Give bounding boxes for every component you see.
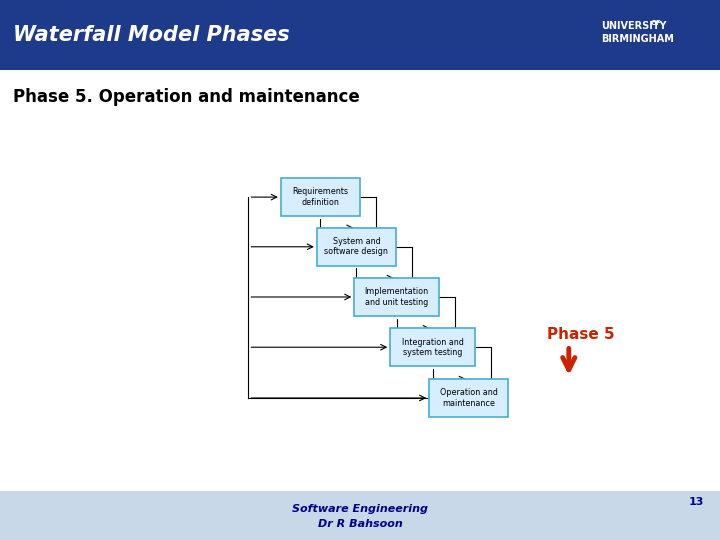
FancyBboxPatch shape [317,228,396,266]
Text: 13: 13 [689,497,704,507]
Text: UNIVERSITY: UNIVERSITY [601,21,667,31]
Text: Operation and
maintenance: Operation and maintenance [440,388,498,408]
Bar [0,0,720,70]
Text: System and
software design: System and software design [325,237,388,256]
Bar [0,491,720,540]
FancyBboxPatch shape [390,328,475,366]
Text: Phase 5: Phase 5 [547,327,615,342]
Text: Integration and
system testing: Integration and system testing [402,338,464,357]
Text: Implementation
and unit testing: Implementation and unit testing [364,287,429,307]
Text: Waterfall Model Phases: Waterfall Model Phases [13,25,289,45]
FancyBboxPatch shape [429,379,508,417]
Text: OF: OF [650,20,661,26]
Text: Requirements
definition: Requirements definition [292,187,348,207]
FancyBboxPatch shape [281,178,360,216]
Text: Software Engineering: Software Engineering [292,504,428,514]
Text: Dr R Bahsoon: Dr R Bahsoon [318,519,402,529]
FancyBboxPatch shape [354,278,439,316]
Text: BIRMINGHAM: BIRMINGHAM [601,35,674,44]
Text: Phase 5. Operation and maintenance: Phase 5. Operation and maintenance [13,88,360,106]
